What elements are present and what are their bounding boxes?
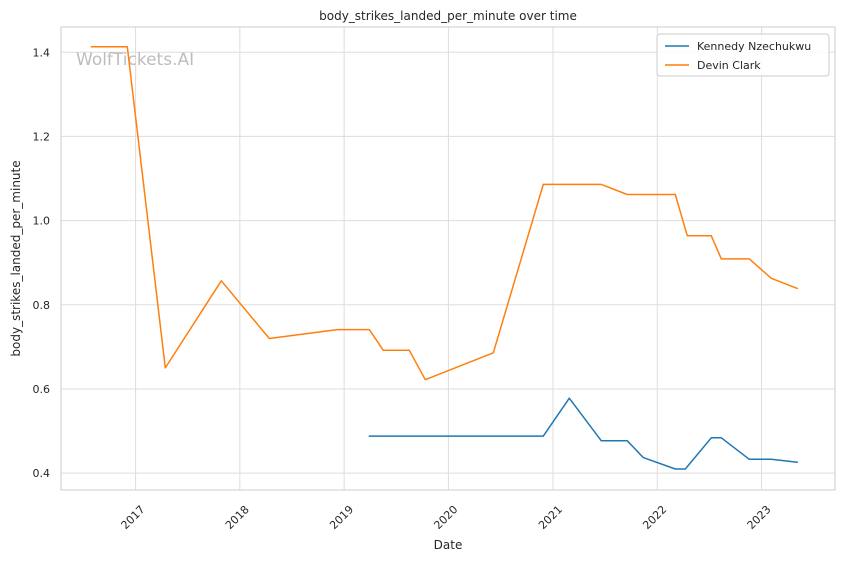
legend-box — [656, 33, 830, 77]
y-axis-title: body_strikes_landed_per_minute — [9, 160, 23, 356]
chart-title: body_strikes_landed_per_minute over time — [319, 9, 577, 23]
legend: Kennedy Nzechukwu Devin Clark — [656, 33, 830, 77]
legend-label: Kennedy Nzechukwu — [697, 40, 811, 53]
series-line-devin-clark — [90, 46, 799, 381]
series-layer — [90, 46, 799, 470]
watermark: WolfTickets.AI — [76, 50, 194, 70]
y-tick-label: 1.2 — [33, 130, 51, 143]
y-axis-ticks: 0.4 0.6 0.8 1.0 1.2 1.4 — [33, 46, 51, 480]
legend-label: Devin Clark — [697, 59, 761, 72]
series-line-kennedy-nzechukwu — [368, 397, 799, 470]
y-tick-label: 0.4 — [33, 467, 51, 480]
x-axis-title: Date — [434, 538, 463, 552]
y-tick-label: 1.4 — [33, 46, 51, 59]
y-tick-label: 1.0 — [33, 215, 51, 228]
y-tick-label: 0.8 — [33, 299, 51, 312]
plot-area-frame — [60, 26, 836, 491]
y-tick-label: 0.6 — [33, 383, 51, 396]
